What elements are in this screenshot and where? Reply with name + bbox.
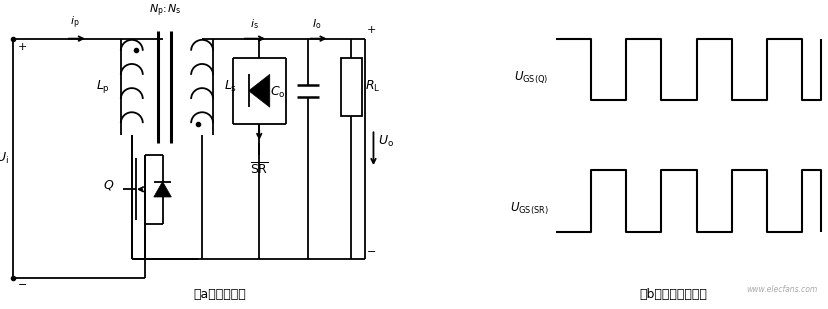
- Text: $Q$: $Q$: [103, 178, 114, 193]
- Text: www.elecfans.com: www.elecfans.com: [745, 285, 816, 294]
- Text: −: −: [17, 280, 27, 290]
- Text: $L_{\mathrm{p}}$: $L_{\mathrm{p}}$: [96, 78, 109, 95]
- Text: $\overline{\mathrm{SR}}$: $\overline{\mathrm{SR}}$: [249, 162, 268, 178]
- Text: +: +: [367, 25, 376, 35]
- Text: （b）驱动信号时片: （b）驱动信号时片: [638, 288, 706, 301]
- Text: （a）基本拓扑: （a）基本拓扑: [193, 288, 246, 301]
- Bar: [340, 58, 362, 116]
- Text: $L_{\mathrm{s}}$: $L_{\mathrm{s}}$: [224, 79, 237, 95]
- Text: $U_{\mathrm{GS(Q)}}$: $U_{\mathrm{GS(Q)}}$: [513, 70, 548, 85]
- Text: $U_{\mathrm{GS(SR)}}$: $U_{\mathrm{GS(SR)}}$: [509, 200, 548, 217]
- Text: $I_{\mathrm{o}}$: $I_{\mathrm{o}}$: [311, 17, 320, 31]
- Text: +: +: [17, 42, 27, 52]
- Polygon shape: [248, 74, 269, 107]
- Text: $N_{\mathrm{p}}\!:\!N_{\mathrm{s}}$: $N_{\mathrm{p}}\!:\!N_{\mathrm{s}}$: [148, 3, 181, 19]
- Text: $C_{\mathrm{o}}$: $C_{\mathrm{o}}$: [270, 85, 286, 100]
- Text: $R_{\mathrm{L}}$: $R_{\mathrm{L}}$: [364, 79, 380, 95]
- Text: $U_{\mathrm{i}}$: $U_{\mathrm{i}}$: [0, 151, 9, 166]
- Text: $i_{\mathrm{s}}$: $i_{\mathrm{s}}$: [250, 17, 259, 31]
- Text: $i_{\mathrm{p}}$: $i_{\mathrm{p}}$: [70, 15, 79, 31]
- Text: $U_{\mathrm{o}}$: $U_{\mathrm{o}}$: [378, 133, 393, 149]
- Text: −: −: [367, 247, 376, 257]
- Polygon shape: [154, 181, 171, 197]
